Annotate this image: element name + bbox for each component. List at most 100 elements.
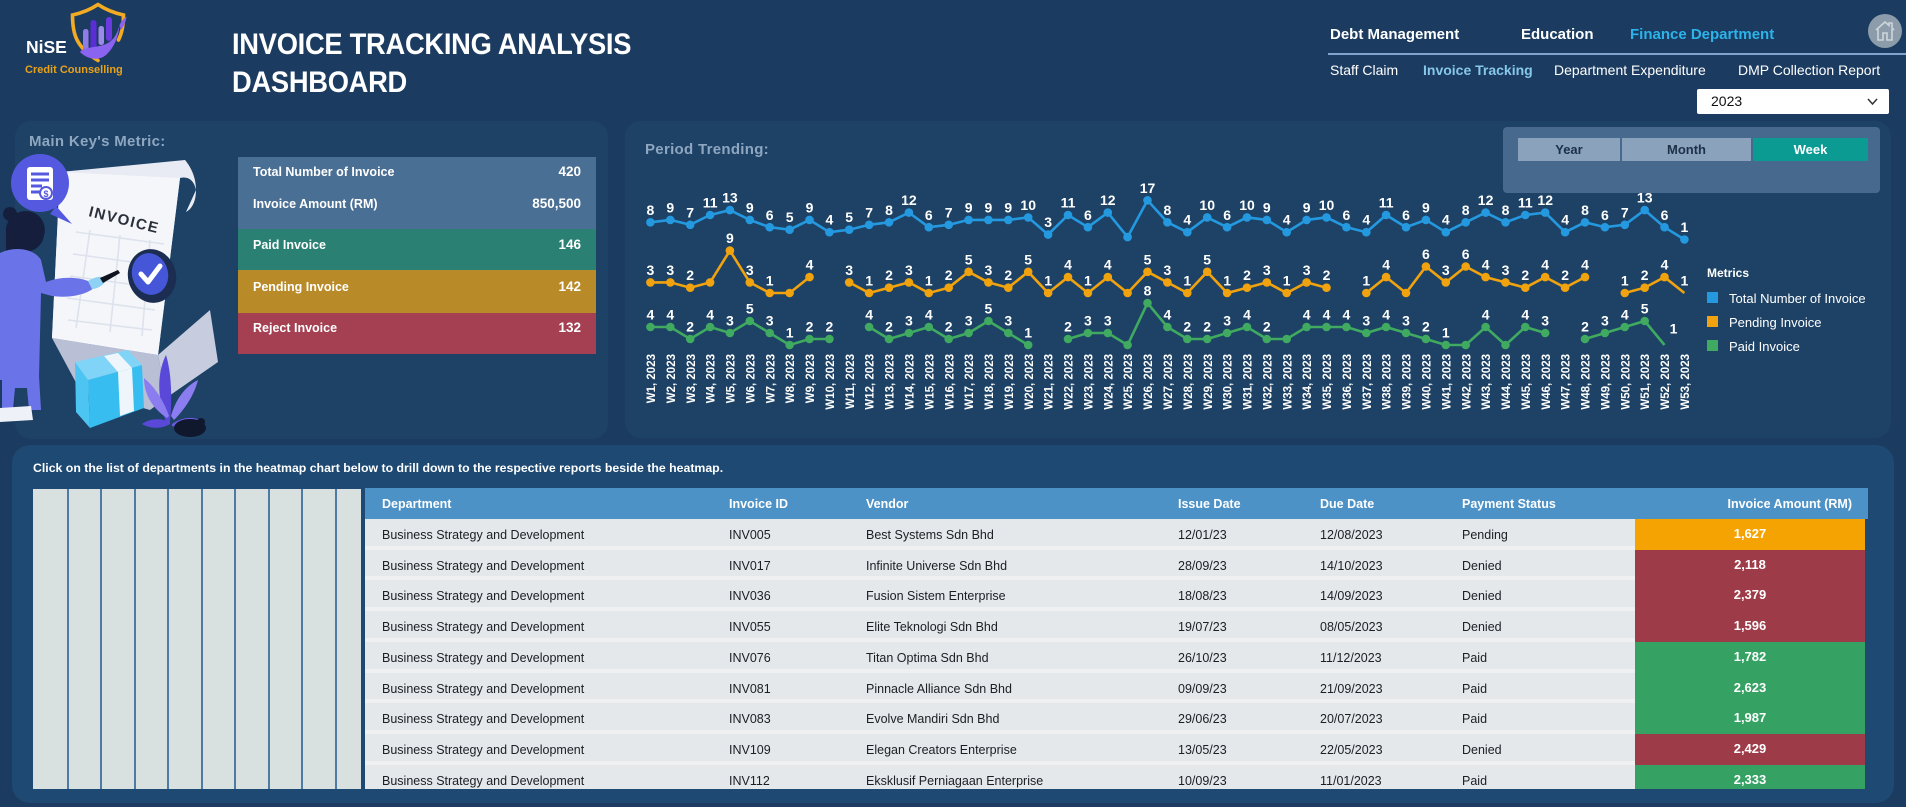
svg-text:9: 9 xyxy=(726,230,734,246)
svg-text:2: 2 xyxy=(885,267,893,283)
svg-text:W4, 2023: W4, 2023 xyxy=(706,354,718,403)
svg-text:1: 1 xyxy=(1044,273,1052,289)
svg-text:13: 13 xyxy=(1637,190,1653,206)
svg-text:3: 3 xyxy=(985,262,993,278)
svg-text:8: 8 xyxy=(1144,283,1152,299)
svg-text:W20, 2023: W20, 2023 xyxy=(1024,354,1036,410)
svg-text:3: 3 xyxy=(1541,313,1549,329)
svg-text:W9, 2023: W9, 2023 xyxy=(805,354,817,403)
svg-text:2: 2 xyxy=(686,267,694,283)
svg-text:1: 1 xyxy=(1442,325,1450,341)
svg-text:W39, 2023: W39, 2023 xyxy=(1402,354,1414,410)
svg-text:W2, 2023: W2, 2023 xyxy=(666,354,678,403)
svg-text:W40, 2023: W40, 2023 xyxy=(1422,354,1434,410)
svg-text:7: 7 xyxy=(686,204,694,220)
svg-text:W45, 2023: W45, 2023 xyxy=(1521,354,1533,410)
svg-text:9: 9 xyxy=(1422,199,1430,215)
svg-text:W14, 2023: W14, 2023 xyxy=(905,354,917,410)
svg-text:6: 6 xyxy=(1661,207,1669,223)
svg-text:W27, 2023: W27, 2023 xyxy=(1163,354,1175,410)
svg-text:2: 2 xyxy=(1521,267,1529,283)
svg-text:2: 2 xyxy=(1263,319,1271,335)
svg-text:5: 5 xyxy=(1641,301,1649,317)
svg-text:5: 5 xyxy=(746,301,754,317)
svg-text:2: 2 xyxy=(1641,267,1649,283)
svg-text:3: 3 xyxy=(905,262,913,278)
svg-text:11: 11 xyxy=(1061,195,1076,211)
svg-text:8: 8 xyxy=(1462,202,1470,218)
svg-text:4: 4 xyxy=(1362,212,1370,228)
svg-text:W30, 2023: W30, 2023 xyxy=(1223,354,1235,410)
svg-text:3: 3 xyxy=(1303,262,1311,278)
svg-text:4: 4 xyxy=(706,307,714,323)
svg-text:W52, 2023: W52, 2023 xyxy=(1660,354,1672,410)
svg-text:1: 1 xyxy=(1183,273,1191,289)
svg-text:6: 6 xyxy=(1422,246,1430,262)
svg-text:1: 1 xyxy=(1681,273,1689,289)
svg-text:W19, 2023: W19, 2023 xyxy=(1004,354,1016,410)
svg-text:W28, 2023: W28, 2023 xyxy=(1183,354,1195,410)
svg-text:9: 9 xyxy=(1303,199,1311,215)
svg-text:8: 8 xyxy=(647,202,655,218)
svg-text:1: 1 xyxy=(786,325,794,341)
svg-text:1: 1 xyxy=(1024,325,1032,341)
svg-text:W32, 2023: W32, 2023 xyxy=(1262,354,1274,410)
svg-text:W43, 2023: W43, 2023 xyxy=(1481,354,1493,410)
svg-text:2: 2 xyxy=(1004,267,1012,283)
svg-text:13: 13 xyxy=(722,190,738,206)
svg-text:1: 1 xyxy=(1621,273,1629,289)
svg-text:3: 3 xyxy=(1084,313,1092,329)
svg-text:W8, 2023: W8, 2023 xyxy=(785,354,797,403)
svg-text:2: 2 xyxy=(826,319,834,335)
svg-text:7: 7 xyxy=(945,204,953,220)
svg-text:3: 3 xyxy=(1502,262,1510,278)
svg-text:1: 1 xyxy=(766,273,774,289)
svg-text:9: 9 xyxy=(1004,199,1012,215)
svg-text:8: 8 xyxy=(1164,202,1172,218)
svg-text:2: 2 xyxy=(945,267,953,283)
svg-text:3: 3 xyxy=(905,313,913,329)
svg-text:4: 4 xyxy=(1382,307,1390,323)
svg-text:W1, 2023: W1, 2023 xyxy=(646,354,658,403)
svg-text:5: 5 xyxy=(845,209,853,225)
svg-text:6: 6 xyxy=(1084,207,1092,223)
svg-text:4: 4 xyxy=(865,307,873,323)
svg-text:5: 5 xyxy=(1203,251,1211,267)
svg-text:6: 6 xyxy=(1601,207,1609,223)
svg-text:4: 4 xyxy=(1482,307,1490,323)
svg-text:9: 9 xyxy=(1263,199,1271,215)
svg-text:4: 4 xyxy=(1104,257,1112,273)
svg-text:1: 1 xyxy=(925,273,933,289)
svg-text:8: 8 xyxy=(1502,202,1510,218)
svg-text:5: 5 xyxy=(1024,251,1032,267)
svg-text:4: 4 xyxy=(1343,307,1351,323)
svg-text:10: 10 xyxy=(1199,197,1215,213)
svg-text:2: 2 xyxy=(1561,267,1569,283)
svg-text:3: 3 xyxy=(1223,313,1231,329)
svg-text:3: 3 xyxy=(666,262,674,278)
svg-text:9: 9 xyxy=(746,199,754,215)
svg-text:3: 3 xyxy=(1601,313,1609,329)
svg-text:8: 8 xyxy=(1581,202,1589,218)
svg-text:1: 1 xyxy=(1283,273,1291,289)
svg-text:6: 6 xyxy=(1343,207,1351,223)
svg-text:W15, 2023: W15, 2023 xyxy=(924,354,936,410)
svg-text:W36, 2023: W36, 2023 xyxy=(1342,354,1354,410)
svg-text:4: 4 xyxy=(1482,257,1490,273)
svg-text:4: 4 xyxy=(1561,212,1569,228)
svg-text:W42, 2023: W42, 2023 xyxy=(1461,354,1473,410)
svg-text:W25, 2023: W25, 2023 xyxy=(1123,354,1135,410)
svg-text:1: 1 xyxy=(1670,321,1678,337)
svg-text:4: 4 xyxy=(1661,257,1669,273)
svg-text:2: 2 xyxy=(1203,319,1211,335)
svg-text:W31, 2023: W31, 2023 xyxy=(1243,354,1255,410)
svg-text:W53, 2023: W53, 2023 xyxy=(1680,354,1692,410)
svg-text:W13, 2023: W13, 2023 xyxy=(885,354,897,410)
svg-text:W7, 2023: W7, 2023 xyxy=(765,354,777,403)
svg-text:3: 3 xyxy=(1402,313,1410,329)
svg-text:4: 4 xyxy=(1283,212,1291,228)
svg-text:W33, 2023: W33, 2023 xyxy=(1282,354,1294,410)
svg-text:6: 6 xyxy=(1223,207,1231,223)
svg-text:2: 2 xyxy=(1422,319,1430,335)
svg-text:9: 9 xyxy=(985,199,993,215)
